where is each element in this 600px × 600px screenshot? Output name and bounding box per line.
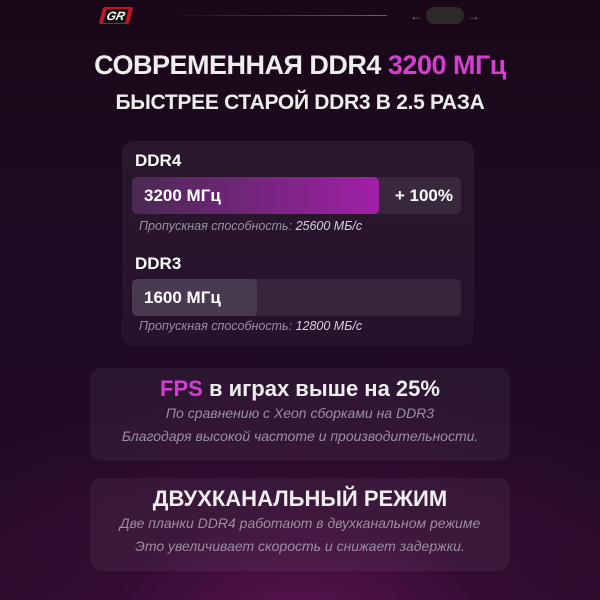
arrow-right-icon[interactable]: →	[468, 8, 480, 23]
divider-line	[165, 15, 387, 16]
fps-line2: Благодаря высокой частоте и производител…	[121, 428, 479, 444]
ddr4-value: 3200 МГц	[144, 186, 221, 205]
dual-title: ДВУХКАНАЛЬНЫЙ РЕЖИМ	[152, 486, 448, 511]
fps-line1: По сравнению с Xeon сборками на DDR3	[165, 405, 435, 421]
dual-line1: Две планки DDR4 работают в двухканальном…	[119, 515, 481, 531]
slide-indicator[interactable]	[426, 7, 464, 24]
ddr3-bar-fill	[132, 279, 258, 316]
fps-title: FPS в играх выше на 25%	[160, 376, 440, 401]
ddr4-bar: 3200 МГц + 100%	[132, 177, 461, 214]
ddr3-caption: Пропускная способность: 12800 МБ/с	[139, 319, 363, 333]
fps-box: FPS в играх выше на 25% По сравнению с X…	[90, 368, 510, 461]
slide-nav[interactable]: ← →	[410, 7, 480, 24]
dual-channel-box: ДВУХКАНАЛЬНЫЙ РЕЖИМ Две планки DDR4 рабо…	[90, 478, 510, 571]
page-subtitle: БЫСТРЕЕ СТАРОЙ DDR3 В 2.5 РАЗА	[115, 91, 485, 114]
ddr3-value: 1600 МГц	[144, 288, 221, 307]
ddr3-bar: 1600 МГц	[132, 279, 461, 316]
ddr4-gain: + 100%	[394, 186, 453, 205]
ddr4-caption: Пропускная способность: 25600 МБ/с	[139, 219, 363, 233]
brand-logo: GR	[98, 7, 134, 24]
ddr4-bar-fill	[132, 177, 379, 214]
dual-line2: Это увеличивает скорость и снижает задер…	[135, 538, 465, 554]
ddr3-label: DDR3	[135, 254, 182, 273]
arrow-left-icon[interactable]: ←	[410, 8, 422, 23]
page-title: СОВРЕМЕННАЯ DDR4 3200 МГц	[94, 50, 506, 80]
ddr4-label: DDR4	[135, 151, 182, 170]
